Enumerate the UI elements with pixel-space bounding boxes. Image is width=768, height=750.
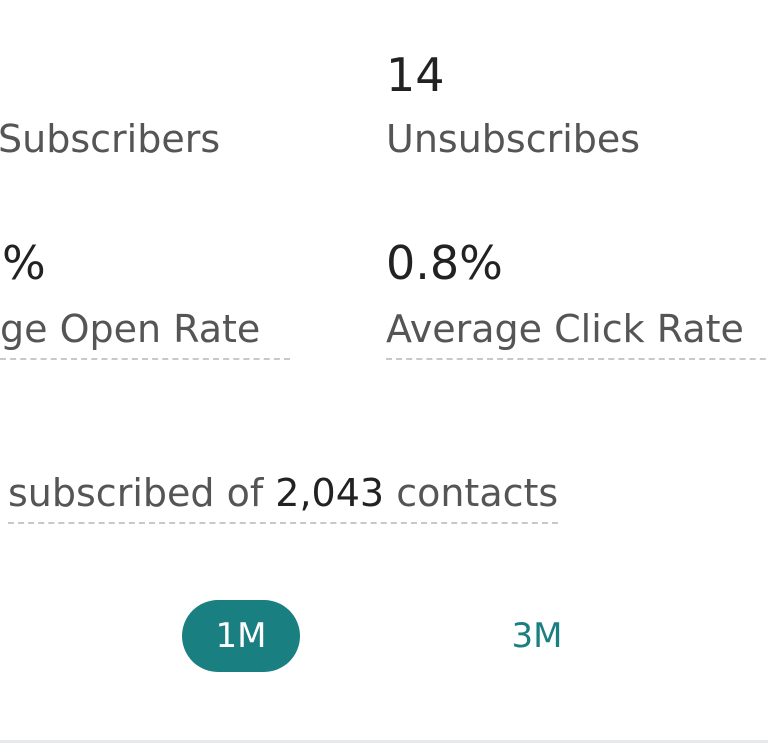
summary-text: subscribed of: [8, 471, 264, 515]
contacts-summary: subscribed of 2,043 contacts: [8, 471, 559, 524]
divider: [0, 740, 768, 743]
stat-label: Subscribers: [0, 117, 221, 161]
stat-label: Unsubscribes: [386, 117, 641, 161]
stat-value: %: [2, 236, 46, 290]
stat-label: ge Open Rate: [0, 310, 290, 360]
stat-value: 14: [386, 48, 445, 102]
stat-value: 0.8%: [386, 236, 503, 290]
contact-count: 2,043: [275, 471, 385, 515]
stat-label: Average Click Rate: [386, 310, 768, 360]
period-button[interactable]: 3M: [511, 616, 563, 656]
summary-suffix: contacts: [396, 471, 559, 515]
period-button[interactable]: 1M: [182, 600, 300, 672]
